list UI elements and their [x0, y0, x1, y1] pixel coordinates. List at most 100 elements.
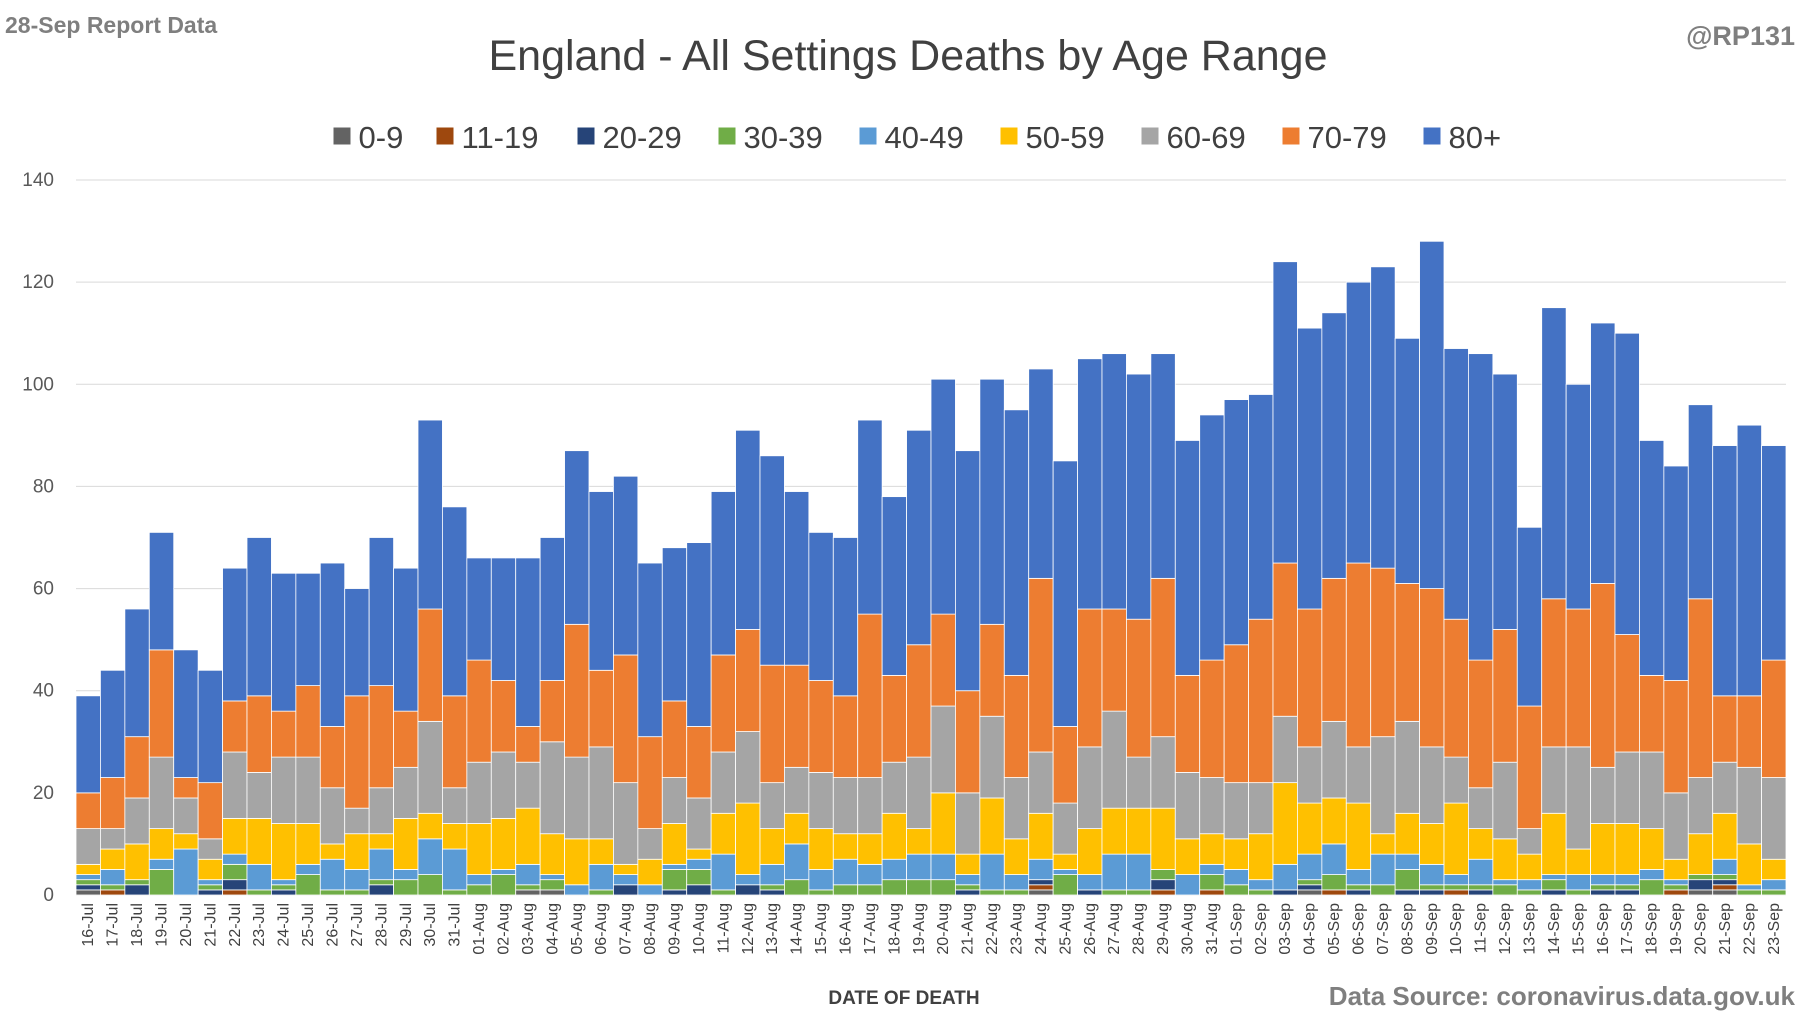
bar-segment-80+-25-Jul	[295, 572, 321, 687]
bar-segment-40-49-22-Aug	[979, 853, 1005, 891]
bar-segment-70-79-27-Jul	[344, 695, 370, 809]
bar-segment-40-49-03-Aug	[515, 863, 541, 886]
bar-segment-80+-16-Sep	[1590, 322, 1616, 584]
legend-label-20-29: 20-29	[603, 120, 682, 155]
bar-segment-0-9-20-Sep	[1687, 889, 1714, 896]
x-tick-label: 27-Jul	[349, 903, 366, 947]
x-tick-label: 17-Sep	[1619, 903, 1636, 955]
bar-segment-50-59-15-Sep	[1565, 848, 1591, 875]
bar-segment-80+-01-Aug	[466, 557, 492, 661]
bar-segment-30-39-11-Sep	[1468, 884, 1494, 891]
bar-segment-80+-17-Sep	[1614, 332, 1640, 635]
bar-segment-20-29-14-Sep	[1541, 889, 1567, 896]
bar-segment-60-69-19-Sep	[1663, 792, 1689, 860]
bar-segment-80+-20-Jul	[173, 649, 199, 778]
bar-segment-50-59-18-Jul	[124, 843, 150, 881]
bar-segment-80+-31-Aug	[1199, 414, 1225, 661]
x-tick-label: 08-Aug	[642, 903, 659, 955]
bar-segment-60-69-20-Aug	[930, 705, 956, 794]
bar-segment-70-79-01-Sep	[1223, 644, 1249, 784]
bar-segment-40-49-12-Sep	[1492, 879, 1518, 886]
bar-segment-80+-03-Sep	[1272, 261, 1298, 564]
bar-segment-70-79-13-Sep	[1516, 705, 1543, 830]
bar-segment-40-49-24-Aug	[1028, 858, 1054, 881]
bar-segment-40-49-31-Aug	[1199, 863, 1225, 875]
bar-segment-30-39-23-Aug	[1003, 889, 1030, 896]
bar-segment-80+-07-Sep	[1370, 266, 1396, 569]
bar-segment-70-79-18-Aug	[881, 674, 907, 763]
bar-segment-30-39-13-Sep	[1516, 889, 1543, 896]
bar-segment-40-49-09-Aug	[661, 863, 688, 870]
bar-segment-60-69-28-Aug	[1126, 756, 1152, 809]
bar-segment-30-39-26-Jul	[319, 889, 346, 896]
bar-segment-30-39-24-Jul	[271, 884, 297, 891]
x-tick-label: 01-Sep	[1228, 903, 1245, 955]
bar-segment-80+-29-Aug	[1150, 353, 1176, 579]
bar-segment-60-69-17-Aug	[857, 777, 883, 835]
bar-segment-80+-19-Aug	[906, 429, 932, 646]
bar-segment-50-59-22-Jul	[222, 817, 248, 855]
bar-segment-40-49-07-Sep	[1370, 853, 1396, 886]
bar-segment-50-59-17-Sep	[1614, 823, 1640, 875]
chart-title: England - All Settings Deaths by Age Ran…	[488, 32, 1327, 80]
bar-segment-30-39-13-Aug	[759, 884, 785, 891]
bar-segment-70-79-11-Sep	[1468, 659, 1494, 789]
bar-segment-30-39-03-Aug	[515, 884, 541, 891]
bar-segment-20-29-26-Aug	[1077, 889, 1103, 896]
bar-segment-30-39-22-Sep	[1736, 889, 1762, 896]
x-tick-label: 22-Jul	[227, 903, 244, 947]
bar-segment-50-59-01-Sep	[1223, 838, 1249, 870]
bar-segment-40-49-30-Aug	[1174, 874, 1201, 896]
bar-segment-60-69-26-Aug	[1077, 746, 1103, 830]
bar-segment-40-49-16-Aug	[832, 858, 859, 886]
bar-segment-30-39-27-Aug	[1101, 889, 1127, 896]
bar-segment-70-79-12-Aug	[735, 629, 761, 732]
bar-segment-60-69-30-Jul	[417, 720, 443, 814]
bar-segment-60-69-18-Sep	[1639, 751, 1665, 830]
legend-label-40-49: 40-49	[885, 120, 964, 155]
legend: 0-9 11-19 20-29 30-39 40-49 50-59 60-69 70-79 80…	[333, 120, 1501, 155]
x-tick-label: 10-Aug	[691, 903, 708, 955]
bar-segment-60-69-13-Aug	[759, 782, 785, 830]
x-tick-label: 11-Aug	[715, 903, 732, 953]
bar-segment-80+-25-Aug	[1052, 460, 1078, 727]
bar-segment-70-79-18-Jul	[124, 736, 150, 799]
x-tick-label: 06-Sep	[1351, 903, 1368, 955]
bar-segment-60-69-29-Jul	[393, 766, 419, 819]
bar-segment-40-49-10-Sep	[1443, 874, 1469, 886]
bar-segment-70-79-20-Aug	[930, 613, 956, 707]
bar-segment-50-59-01-Aug	[466, 823, 492, 875]
x-tick-label: 13-Sep	[1522, 903, 1539, 955]
bar-segment-30-39-20-Aug	[930, 879, 956, 896]
bar-segment-30-39-18-Jul	[124, 879, 150, 886]
bar-segment-80+-21-Sep	[1712, 445, 1738, 697]
bar-segment-70-79-15-Aug	[808, 680, 834, 773]
x-tick-label: 20-Aug	[935, 903, 952, 955]
x-tick-label: 30-Jul	[422, 903, 439, 947]
x-tick-label: 15-Aug	[813, 903, 830, 955]
bar-segment-40-49-15-Sep	[1565, 874, 1591, 891]
bar-segment-50-59-10-Aug	[686, 848, 712, 860]
bar-segment-70-79-22-Sep	[1736, 695, 1762, 768]
bar-segment-70-79-19-Aug	[906, 644, 932, 758]
bar-segment-60-69-22-Aug	[979, 715, 1005, 799]
x-axis-title: DATE OF DEATH	[828, 988, 979, 1009]
bar-segment-70-79-22-Aug	[979, 623, 1005, 717]
x-tick-label: 30-Aug	[1180, 903, 1197, 955]
bar-segment-60-69-31-Aug	[1199, 777, 1225, 835]
bar-segment-70-79-21-Sep	[1712, 695, 1738, 763]
x-tick-label: 01-Aug	[471, 903, 488, 955]
bar-segment-80+-05-Aug	[564, 450, 590, 625]
bar-segment-70-79-25-Aug	[1052, 726, 1078, 804]
bar-segment-60-69-04-Sep	[1297, 746, 1323, 804]
bar-segment-20-29-18-Jul	[124, 884, 150, 896]
bar-segment-30-39-14-Sep	[1541, 879, 1567, 891]
legend-swatch-30-39	[718, 127, 736, 145]
bar-segment-80+-02-Aug	[490, 557, 517, 681]
bar-segment-80+-21-Jul	[197, 669, 223, 784]
bar-segment-80+-29-Jul	[393, 567, 419, 712]
bar-segment-50-59-05-Aug	[564, 838, 590, 886]
bar-segment-60-69-22-Jul	[222, 751, 248, 819]
bar-segment-60-69-21-Sep	[1712, 761, 1738, 814]
bar-segment-60-69-11-Aug	[710, 751, 736, 814]
